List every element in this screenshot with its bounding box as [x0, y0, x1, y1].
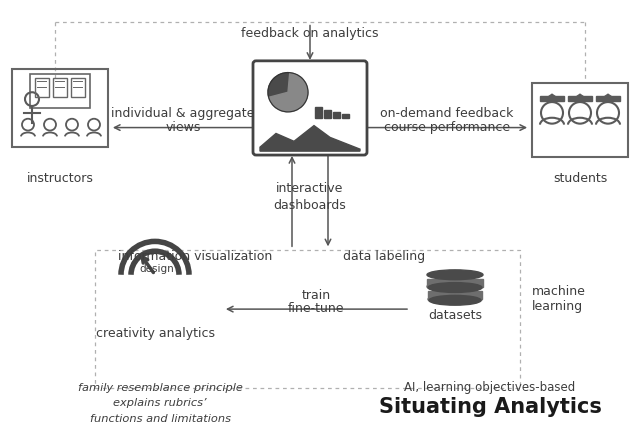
- FancyBboxPatch shape: [253, 61, 367, 155]
- Polygon shape: [570, 94, 590, 101]
- Text: students: students: [553, 172, 607, 185]
- Bar: [333, 112, 340, 118]
- Text: fine-tune: fine-tune: [288, 302, 344, 315]
- Bar: [95, 250, 520, 388]
- Text: machine
learning: machine learning: [532, 285, 586, 313]
- Text: train: train: [301, 289, 331, 302]
- Bar: [315, 107, 322, 118]
- Bar: [568, 96, 592, 101]
- Text: data labeling: data labeling: [343, 249, 425, 263]
- Ellipse shape: [429, 295, 481, 305]
- Text: AI, learning objectives-based: AI, learning objectives-based: [404, 381, 575, 394]
- Bar: [428, 291, 482, 299]
- Text: individual & aggregate: individual & aggregate: [111, 107, 255, 120]
- Ellipse shape: [427, 281, 483, 291]
- Text: on-demand feedback: on-demand feedback: [380, 107, 514, 120]
- Text: interactive
dashboards: interactive dashboards: [274, 181, 346, 212]
- Text: creativity analytics: creativity analytics: [95, 327, 214, 340]
- Bar: [596, 96, 620, 101]
- Text: views: views: [165, 121, 201, 134]
- Text: design: design: [140, 264, 174, 274]
- Text: instructors: instructors: [27, 172, 93, 185]
- Bar: [427, 279, 483, 287]
- Wedge shape: [269, 73, 308, 112]
- Bar: [342, 114, 349, 118]
- Polygon shape: [598, 94, 618, 101]
- Polygon shape: [260, 126, 360, 151]
- Ellipse shape: [428, 283, 482, 292]
- Text: feedback on analytics: feedback on analytics: [241, 27, 379, 40]
- Ellipse shape: [428, 294, 482, 304]
- Text: datasets: datasets: [428, 309, 482, 322]
- Text: course performance: course performance: [384, 121, 510, 134]
- Text: information visualization: information visualization: [118, 249, 272, 263]
- Text: family resemblance principle
explains rubrics’
functions and limitations: family resemblance principle explains ru…: [77, 383, 243, 424]
- Polygon shape: [542, 94, 562, 101]
- Bar: [540, 96, 564, 101]
- Ellipse shape: [427, 270, 483, 280]
- Wedge shape: [268, 73, 290, 97]
- Text: Situating Analytics: Situating Analytics: [379, 397, 602, 417]
- Bar: [324, 110, 331, 118]
